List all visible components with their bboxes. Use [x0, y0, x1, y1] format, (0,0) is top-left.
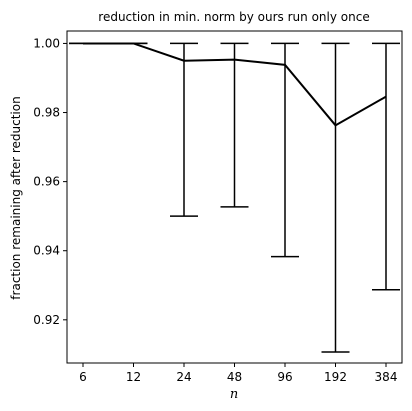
error-bars — [69, 42, 400, 353]
y-tick-label: 0.98 — [33, 106, 60, 120]
error-bar — [271, 42, 299, 258]
series-line — [83, 42, 387, 127]
x-axis-ticks: 6 12 24 48 96 192 384 — [79, 363, 397, 384]
x-tick-label: 192 — [324, 370, 347, 384]
y-tick-label: 0.94 — [33, 244, 60, 258]
y-tick-label: 1.00 — [33, 36, 60, 50]
x-tick-label: 96 — [277, 370, 292, 384]
x-tick-label: 384 — [375, 370, 398, 384]
x-tick-label: 48 — [227, 370, 242, 384]
x-tick-label: 24 — [176, 370, 191, 384]
x-tick-label: 6 — [79, 370, 87, 384]
y-axis-ticks: 0.92 0.94 0.96 0.98 1.00 — [33, 36, 67, 327]
error-bar — [220, 42, 249, 208]
error-bar — [170, 42, 198, 217]
x-axis-label: n — [230, 387, 238, 402]
error-bar — [372, 42, 400, 291]
y-axis-label: fraction remaining after reduction — [9, 96, 23, 299]
x-tick-label: 12 — [126, 370, 141, 384]
chart-title: reduction in min. norm by ours run only … — [98, 10, 369, 24]
error-bar — [321, 42, 350, 353]
y-tick-label: 0.96 — [33, 175, 60, 189]
y-tick-label: 0.92 — [33, 313, 60, 327]
